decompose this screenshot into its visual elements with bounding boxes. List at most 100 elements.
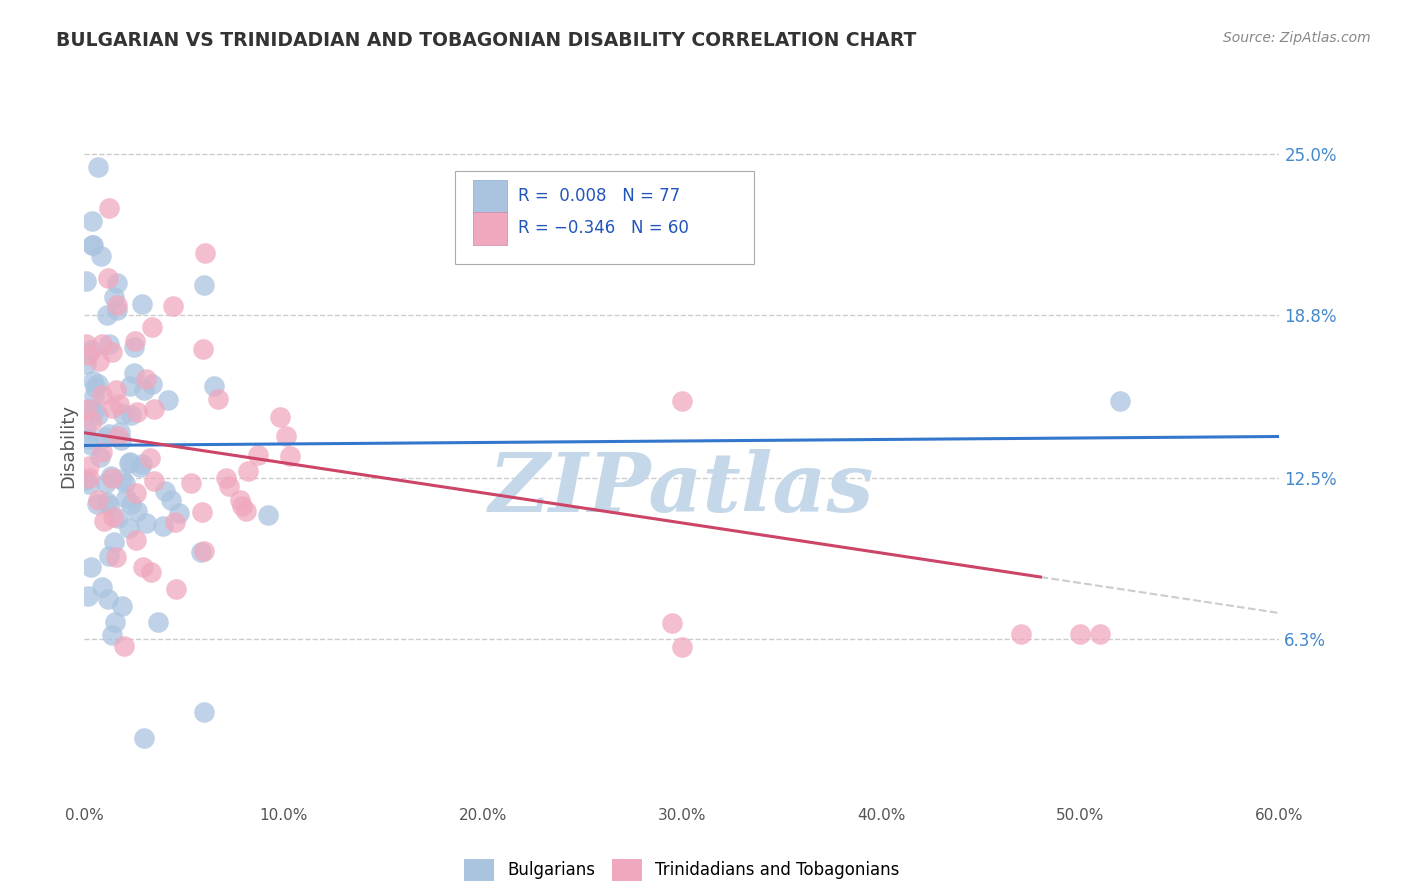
Point [278, 449, 301, 463]
Point [105, 297, 128, 311]
Point [157, 392, 180, 407]
Point [101, 471, 124, 485]
Point [80, 213, 103, 227]
Point [87, 408, 110, 422]
Point [87, 493, 110, 508]
Point [75, 474, 97, 488]
Point [108, 397, 131, 411]
Point [125, 405, 148, 419]
Point [152, 519, 174, 533]
Point [97, 337, 120, 351]
Point [91, 445, 114, 459]
Point [82, 413, 104, 427]
Point [160, 493, 183, 508]
Point [229, 492, 252, 507]
Point [89, 450, 111, 465]
Point [96, 495, 118, 509]
Y-axis label: Disability: Disability [59, 404, 77, 488]
Point [141, 320, 163, 334]
Point [202, 379, 225, 393]
Point [98, 427, 121, 442]
Point [1010, 627, 1032, 641]
FancyBboxPatch shape [472, 212, 508, 244]
Point [1109, 393, 1132, 408]
Point [75, 357, 97, 371]
Point [120, 497, 142, 511]
Point [75, 336, 97, 351]
Point [87, 160, 110, 174]
Point [115, 491, 138, 505]
Point [118, 456, 141, 470]
Point [661, 616, 683, 631]
Point [82, 374, 104, 388]
Text: BULGARIAN VS TRINIDADIAN AND TOBAGONIAN DISABILITY CORRELATION CHART: BULGARIAN VS TRINIDADIAN AND TOBAGONIAN … [56, 31, 917, 50]
Point [215, 471, 238, 485]
Point [671, 640, 693, 654]
Point [105, 276, 128, 290]
Point [90, 249, 112, 263]
Point [87, 376, 110, 391]
Point [191, 342, 214, 356]
Legend: Bulgarians, Trinidadians and Tobagonians: Bulgarians, Trinidadians and Tobagonians [457, 853, 907, 888]
Point [135, 372, 157, 386]
Point [207, 392, 229, 407]
Point [91, 388, 114, 402]
Point [141, 377, 163, 392]
Point [190, 545, 212, 559]
Point [191, 505, 214, 519]
Point [142, 474, 165, 488]
Point [82, 238, 104, 252]
Point [83, 403, 105, 417]
Point [167, 506, 190, 520]
Text: ZIPatlas: ZIPatlas [489, 449, 875, 529]
FancyBboxPatch shape [472, 180, 508, 212]
Point [132, 731, 155, 745]
Point [84, 380, 107, 394]
Point [77, 471, 100, 485]
Point [83, 389, 105, 403]
Point [122, 366, 145, 380]
Point [110, 425, 132, 439]
Point [120, 455, 142, 469]
Point [86, 497, 108, 511]
Point [671, 393, 693, 408]
Point [75, 422, 97, 436]
Point [235, 504, 257, 518]
Point [104, 615, 127, 630]
Point [107, 511, 129, 525]
Point [162, 300, 184, 314]
Point [97, 271, 120, 285]
Point [118, 521, 141, 535]
Point [257, 508, 280, 522]
Point [104, 550, 127, 565]
Point [163, 516, 186, 530]
Point [111, 599, 134, 614]
Point [104, 383, 127, 397]
Point [110, 433, 132, 447]
Point [103, 534, 125, 549]
Point [91, 336, 114, 351]
Point [111, 472, 134, 486]
Point [139, 451, 162, 466]
Point [134, 516, 156, 531]
Point [97, 549, 120, 563]
Point [114, 475, 136, 490]
Point [274, 429, 297, 443]
Point [89, 354, 111, 368]
Point [98, 498, 121, 512]
FancyBboxPatch shape [456, 171, 754, 264]
Point [77, 476, 100, 491]
Point [125, 485, 148, 500]
Point [77, 459, 100, 474]
Text: R = −0.346   N = 60: R = −0.346 N = 60 [519, 219, 689, 237]
Point [80, 343, 103, 358]
Point [101, 401, 124, 416]
Text: R =  0.008   N = 77: R = 0.008 N = 77 [519, 187, 681, 205]
Point [269, 410, 291, 425]
Point [193, 278, 215, 293]
Point [246, 448, 269, 462]
Point [80, 560, 103, 574]
Point [76, 402, 98, 417]
Point [75, 274, 97, 288]
Point [146, 615, 169, 629]
